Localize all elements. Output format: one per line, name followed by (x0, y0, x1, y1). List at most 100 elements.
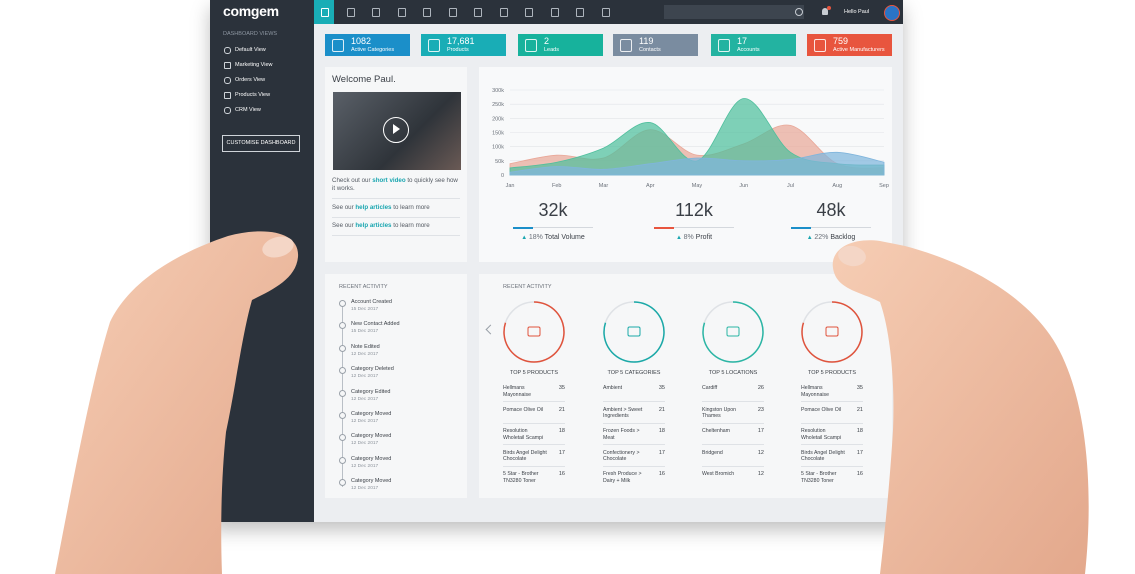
kpi-accent (513, 226, 533, 229)
text: to quickly see how it works. (332, 177, 458, 192)
row-name: Ambient (603, 385, 623, 391)
row-value: 35 (856, 385, 863, 391)
play-icon (393, 124, 400, 134)
nav-icon[interactable] (423, 8, 431, 17)
row-name: Pomace Olive Oil (503, 406, 544, 413)
stat-label: Active Manufacturers (833, 47, 885, 53)
nav-icon[interactable] (601, 8, 610, 17)
menu-item[interactable]: Orders View (235, 77, 266, 83)
x-tick-label: May (692, 183, 703, 189)
nav-icon[interactable] (576, 8, 584, 17)
stat-value: 759 (833, 36, 849, 46)
nav-icon[interactable] (372, 8, 380, 17)
activity-item: Category Moved (351, 478, 392, 485)
timeline-dot (339, 389, 346, 397)
nav-icon[interactable] (321, 8, 329, 17)
stat-label: Leads (544, 47, 559, 53)
kpi-rule (513, 227, 593, 228)
help-link[interactable]: short video (372, 177, 406, 184)
stat-tile[interactable]: 119 Contacts (613, 34, 698, 56)
x-tick-label: Jul (787, 183, 794, 189)
video-thumbnail[interactable] (333, 92, 461, 170)
active-nav-tab[interactable] (314, 0, 334, 24)
stat-icon (718, 39, 730, 52)
stat-tile[interactable]: 17,681 Products (421, 34, 506, 56)
row-divider (603, 401, 665, 402)
stat-value: 119 (639, 36, 654, 46)
row-value: 21 (856, 406, 863, 413)
help-link[interactable]: help articles (355, 222, 392, 229)
stat-tile[interactable]: 2 Leads (518, 34, 603, 56)
menu-icon (224, 92, 231, 99)
area-series (509, 151, 885, 176)
nav-icon[interactable] (550, 8, 559, 17)
activity-item: Category Moved (351, 433, 392, 440)
row-divider (603, 444, 665, 445)
row-value: 35 (558, 385, 565, 391)
bell-icon[interactable] (822, 8, 828, 15)
text: See our (332, 204, 356, 211)
row-value: 12 (757, 471, 764, 477)
stat-icon (620, 39, 632, 52)
search-box[interactable] (664, 5, 804, 19)
x-tick-label: Apr (646, 183, 655, 189)
row-name: West Bromich (702, 471, 735, 477)
row-name: Kingston Upon Thames (702, 406, 737, 420)
timeline-dot (339, 300, 346, 307)
search-icon[interactable] (795, 8, 803, 16)
x-tick-label: Jan (506, 183, 515, 189)
kpi-label: Backlog (830, 234, 856, 241)
play-button[interactable] (383, 117, 409, 143)
avatar[interactable] (884, 5, 900, 21)
divider (332, 235, 460, 236)
nav-icon[interactable] (346, 8, 355, 17)
card-title: TOP 5 PRODUCTS (807, 370, 857, 376)
activity-date: 12 Dec 2017 (351, 486, 379, 492)
menu-item[interactable]: CRM View (235, 107, 261, 113)
row-name: Cheltenham (702, 428, 730, 434)
text: Check out our (332, 177, 373, 184)
up-arrow: ▲ (675, 235, 684, 241)
menu-item[interactable]: Default View (235, 47, 266, 53)
row-divider (503, 422, 565, 424)
menu-item[interactable]: Products View (235, 92, 271, 98)
activity-item: Note Edited (351, 343, 380, 350)
row-name: Frozen Foods > Meat (603, 428, 640, 441)
greeting[interactable]: Hello Paul (844, 9, 870, 15)
activity-panel: RECENT ACTIVITY Account Created 15 Dec 20… (325, 274, 467, 498)
text: to learn more (391, 222, 430, 229)
row-value: 16 (658, 471, 665, 477)
card-icon (627, 326, 641, 337)
card-title: TOP 5 PRODUCTS (509, 370, 559, 376)
row-divider (801, 444, 863, 445)
nav-icon[interactable] (525, 8, 533, 17)
nav-icon[interactable] (397, 8, 406, 17)
nav-icon[interactable] (448, 8, 457, 17)
welcome-title: Welcome Paul. (332, 74, 396, 85)
welcome-line: See our help articles to learn more (332, 204, 460, 212)
nav-icon[interactable] (474, 8, 482, 17)
help-link[interactable]: help articles (355, 204, 392, 211)
stat-tile[interactable]: 17 Accounts (711, 34, 796, 56)
kpi-change-line: ▲ 18% Total Volume (503, 234, 603, 241)
top5-panel: RECENT ACTIVITY TOP 5 PRODUCTS Hellmans M… (479, 274, 892, 498)
kpi-label: Total Volume (544, 234, 585, 241)
customise-button[interactable]: CUSTOMISE DASHBOARD (222, 135, 300, 152)
row-value: 18 (658, 428, 665, 434)
menu-item[interactable]: Marketing View (235, 62, 273, 68)
kpi-accent (654, 226, 674, 229)
nav-icon[interactable] (499, 8, 508, 17)
stat-value: 2 (544, 36, 550, 46)
top5-title: RECENT ACTIVITY (503, 284, 552, 290)
row-name: 5 Star - Brother TN3280 Toner (801, 471, 837, 484)
kpi-change-line: ▲ 22% Backlog (781, 234, 881, 241)
stat-label: Products (447, 47, 469, 53)
stat-tile[interactable]: 759 Active Manufacturers (807, 34, 892, 56)
stat-tile[interactable]: 1082 Active Categories (325, 34, 410, 56)
timeline-dot (339, 434, 346, 442)
kpi-rule (791, 227, 871, 228)
kpi-change-line: ▲ 8% Profit (644, 234, 744, 241)
kpi-change: 22% (814, 234, 829, 241)
row-name: 5 Star - Brother TN3280 Toner (503, 471, 539, 484)
